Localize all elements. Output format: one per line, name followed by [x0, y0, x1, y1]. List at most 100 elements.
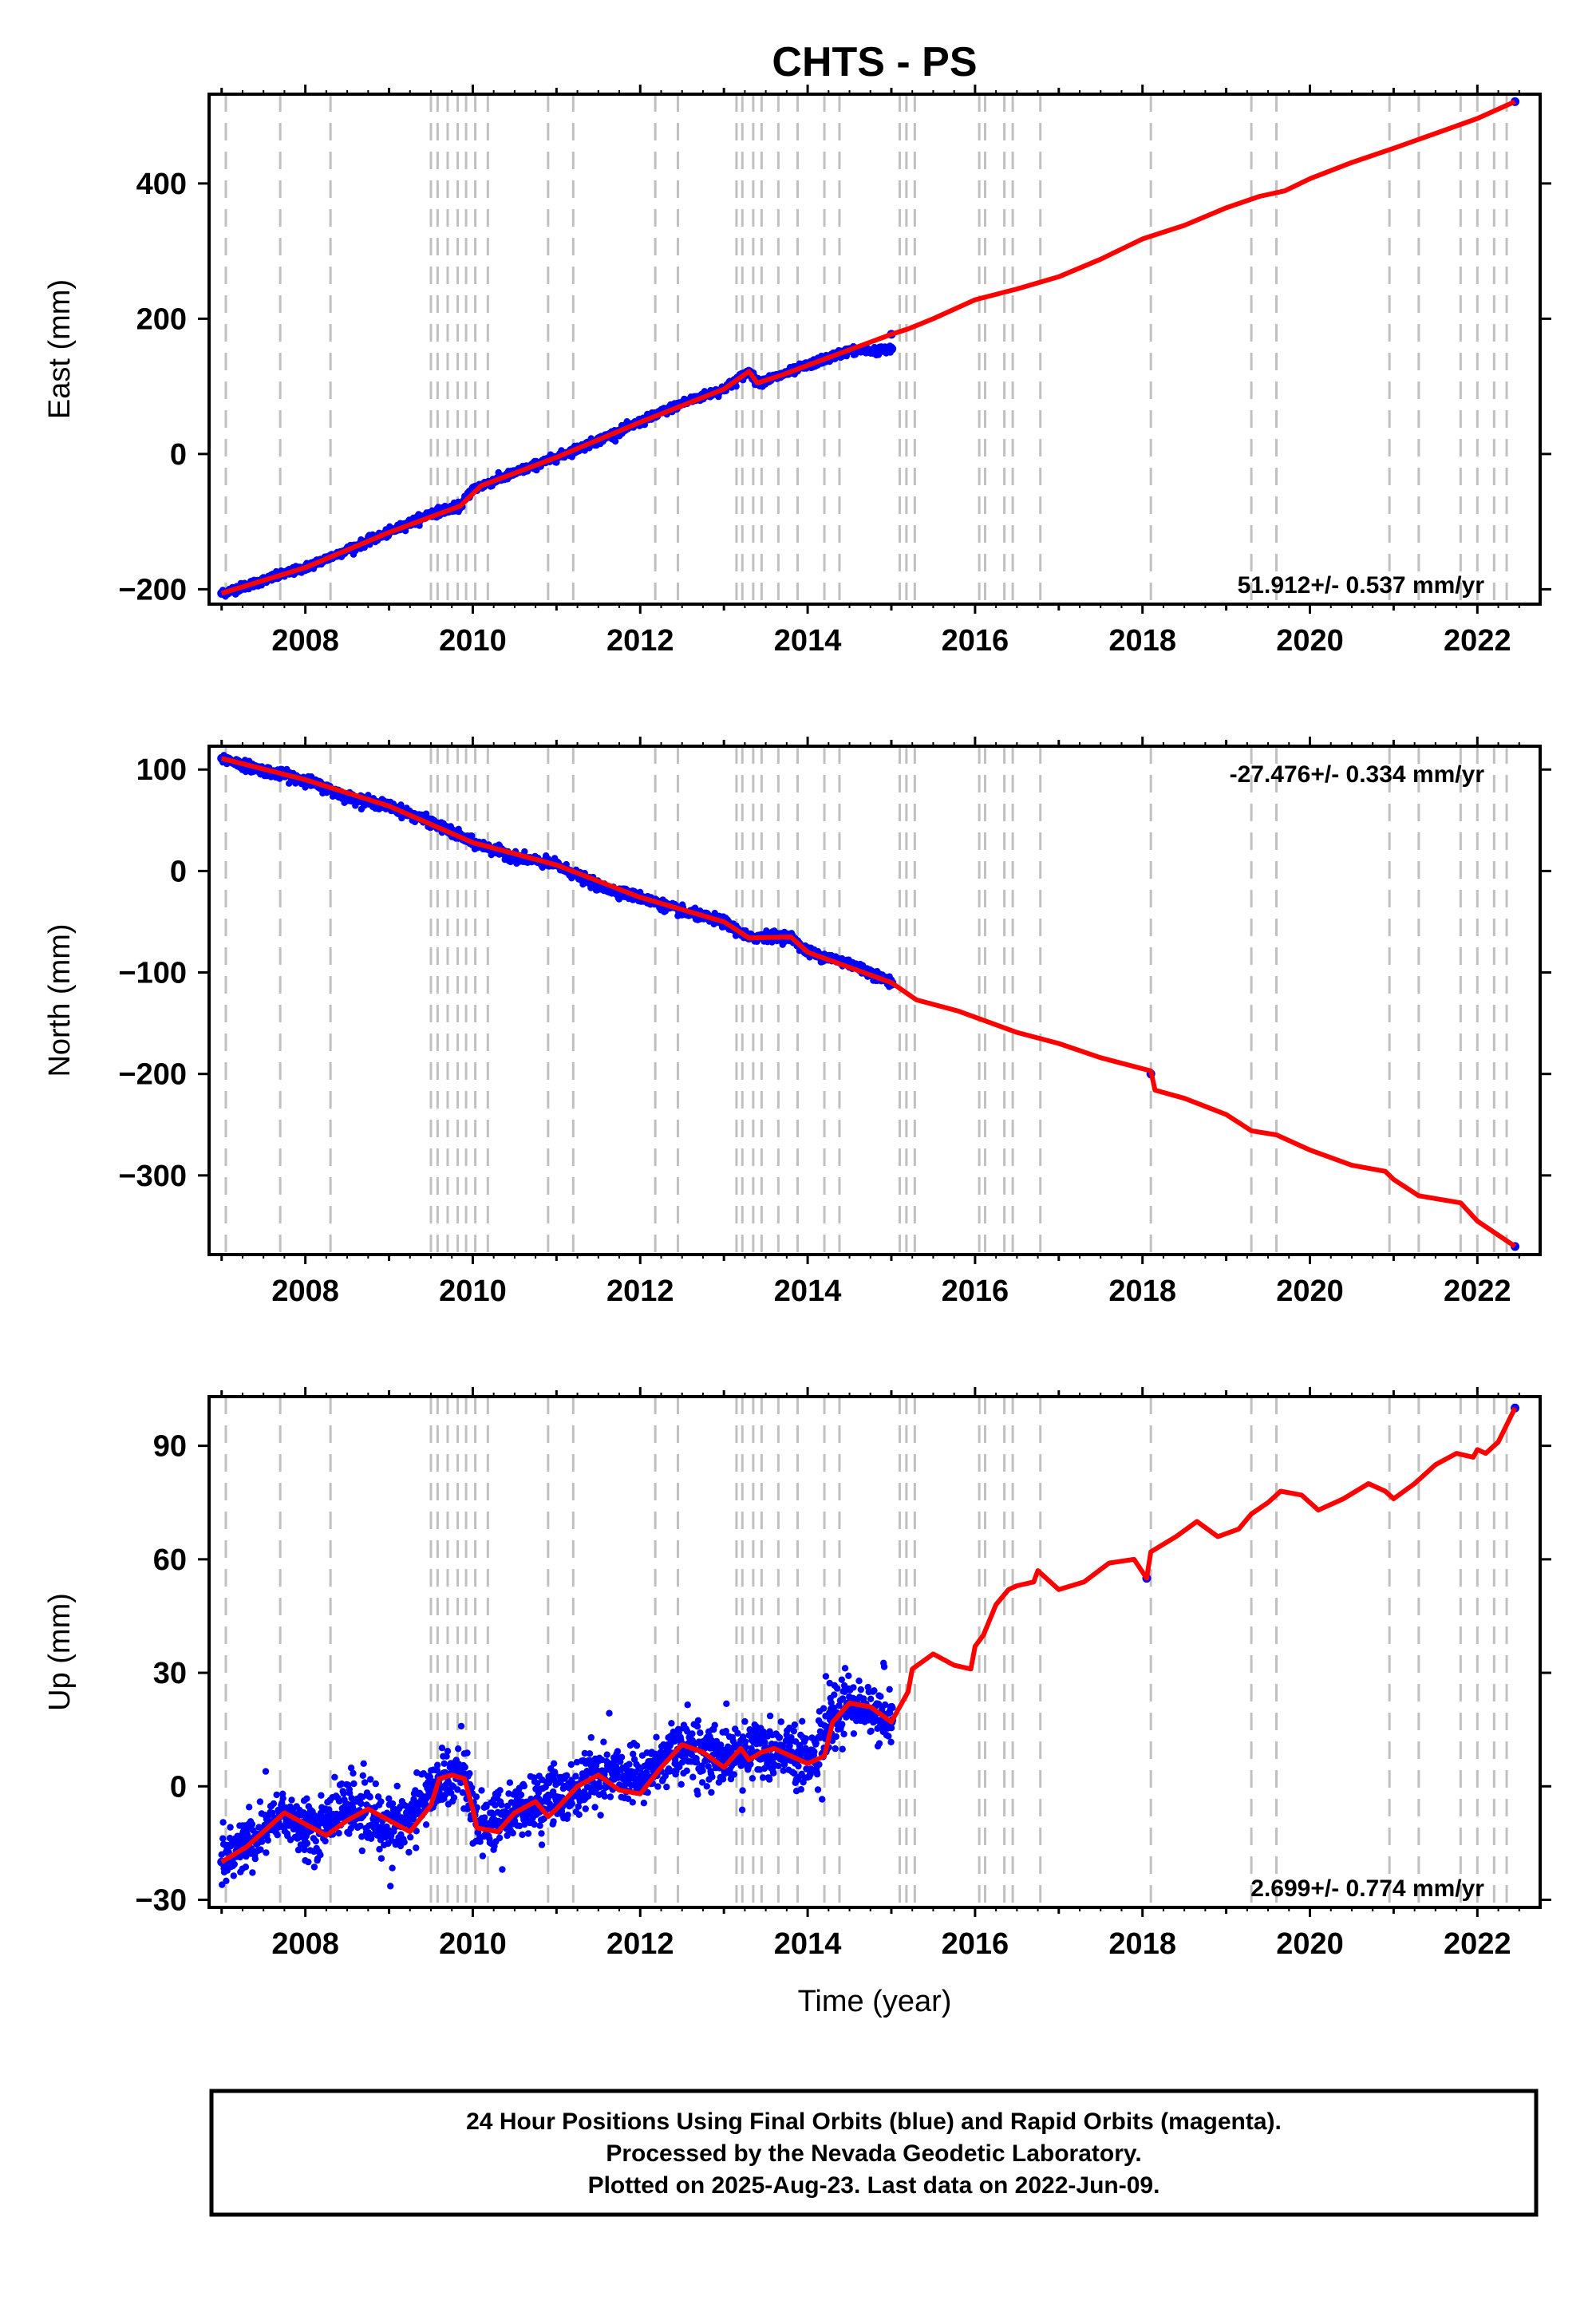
y-tick-label: −200 [118, 1058, 187, 1092]
data-point [481, 1814, 488, 1821]
data-point [475, 1829, 482, 1836]
data-point [259, 1838, 266, 1845]
x-tick-label: 2008 [271, 624, 339, 658]
x-tick-label: 2022 [1444, 624, 1511, 658]
data-point [504, 1832, 511, 1840]
data-point [498, 1801, 505, 1808]
data-point [357, 1822, 364, 1830]
data-point [455, 1745, 462, 1753]
data-point [422, 810, 430, 817]
data-point [346, 1830, 353, 1837]
data-point [262, 1768, 270, 1775]
plot-frame [207, 745, 1542, 1256]
y-axis-label: North (mm) [43, 923, 77, 1077]
data-point [288, 1796, 295, 1804]
data-point [407, 1833, 414, 1841]
data-point [517, 1791, 525, 1799]
data-point [372, 1780, 379, 1788]
data-point [443, 1753, 450, 1760]
data-point [691, 904, 699, 911]
y-tick-label: −200 [118, 573, 187, 607]
data-point [338, 1780, 346, 1788]
data-point [496, 1834, 504, 1842]
data-point [318, 1792, 325, 1799]
data-point [506, 1779, 514, 1786]
data-point [426, 1773, 433, 1780]
data-point [219, 1819, 227, 1826]
data-point [223, 1877, 230, 1884]
data-point [401, 1839, 408, 1846]
data-point [441, 1791, 449, 1799]
data-point [297, 1841, 305, 1848]
data-point [219, 1835, 227, 1842]
data-point [536, 1822, 543, 1829]
data-point [377, 1798, 385, 1805]
plot-area [217, 746, 1520, 1255]
data-point [496, 1787, 504, 1794]
data-point [227, 1824, 234, 1831]
data-point [256, 1798, 264, 1805]
data-point [301, 1846, 308, 1854]
data-point [273, 1791, 280, 1799]
data-point [454, 1786, 461, 1793]
data-point [310, 1863, 318, 1871]
data-point [440, 1760, 448, 1767]
rate-label: 51.912+/- 0.537 mm/yr [1238, 572, 1485, 599]
y-tick-label: −300 [118, 1160, 187, 1193]
data-point [889, 345, 897, 352]
data-point [303, 1795, 310, 1802]
y-tick-label: 100 [136, 753, 187, 787]
data-point [294, 1846, 302, 1854]
data-point [551, 1770, 559, 1778]
plot-frame [207, 93, 1542, 606]
data-point [322, 1837, 329, 1845]
data-point [476, 1838, 484, 1845]
data-point [251, 1855, 259, 1863]
data-point [550, 1818, 557, 1825]
data-point [331, 1773, 338, 1780]
data-point [226, 1835, 234, 1842]
data-point [520, 1782, 527, 1790]
data-point [538, 1830, 545, 1837]
data-point [346, 1789, 354, 1796]
model-line [220, 756, 1517, 1249]
y-tick-label: −100 [118, 957, 187, 990]
data-point [264, 1836, 271, 1844]
x-tick-label: 2016 [942, 1275, 1009, 1308]
x-tick-label: 2018 [1108, 624, 1176, 658]
data-point [531, 1820, 538, 1828]
data-point [335, 1829, 342, 1837]
panel-north: 2008 2010 2012 2014 2016 2018 2020 2022−300−200… [43, 737, 1551, 1308]
data-point [303, 1840, 311, 1847]
data-point [389, 1864, 396, 1871]
data-point [472, 1793, 480, 1800]
data-point [422, 1821, 430, 1828]
data-point [376, 1846, 383, 1853]
data-point [509, 1829, 516, 1837]
data-point [468, 1784, 476, 1792]
data-point [366, 1793, 373, 1800]
data-point [231, 1860, 238, 1868]
x-tick-label: 2010 [439, 624, 507, 658]
data-point [478, 1787, 485, 1794]
x-tick-label: 2010 [439, 1275, 507, 1308]
data-point [415, 1807, 422, 1814]
y-tick-label: 0 [170, 438, 187, 472]
data-point [279, 1795, 286, 1802]
data-point [444, 1748, 452, 1755]
data-point [340, 1790, 347, 1797]
data-point [230, 1872, 237, 1879]
data-point [242, 1863, 250, 1871]
data-point [358, 1800, 365, 1808]
data-point [479, 1852, 487, 1860]
data-point [387, 1883, 394, 1890]
data-point [377, 1855, 385, 1862]
data-point [317, 1852, 324, 1859]
data-point [246, 1804, 253, 1811]
rate-label: -27.476+/- 0.334 mm/yr [1230, 761, 1485, 788]
plot-area [217, 1397, 1520, 1907]
data-point [360, 1760, 367, 1767]
